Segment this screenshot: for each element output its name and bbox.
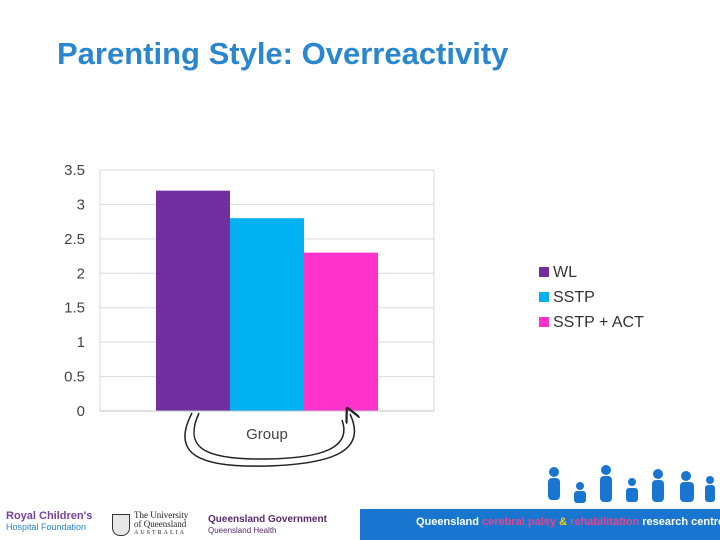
- centre-name-queensland: Queensland: [416, 516, 483, 528]
- legend-label: SSTP + ACT: [553, 314, 644, 331]
- x-axis-label: Group: [246, 426, 288, 443]
- uq-logo-line3: AUSTRALIA: [134, 530, 186, 536]
- legend-swatch: [539, 267, 549, 277]
- uq-logo-line2: of Queensland: [134, 519, 187, 529]
- qg-logo-sub: Queensland Health: [208, 525, 277, 535]
- legend-label: SSTP: [553, 289, 595, 306]
- y-tick-label: 1: [77, 334, 85, 351]
- qg-logo-name: Queensland Government: [208, 513, 327, 525]
- rch-foundation-logo: Royal Children's Hospital Foundation: [6, 511, 96, 538]
- queensland-government-logo: Queensland Government Queensland Health: [204, 511, 327, 538]
- rch-logo-name: Royal Children's: [6, 510, 93, 522]
- y-tick-label: 2: [77, 265, 85, 282]
- slide-title: Parenting Style: Overreactivity: [57, 36, 509, 71]
- legend-swatch: [539, 292, 549, 302]
- research-centre-name: Queensland cerebral palsy & rehabilitati…: [416, 516, 720, 528]
- y-tick-label: 1.5: [64, 300, 85, 317]
- sponsor-logos: Royal Children's Hospital Foundation The…: [0, 509, 360, 540]
- centre-name-rehabilitation: rehabilitation: [570, 516, 643, 528]
- legend-label: WL: [553, 264, 577, 281]
- centre-name-research-centre: research centre: [642, 516, 720, 528]
- uq-crest-icon: [112, 513, 130, 536]
- y-tick-label: 0: [77, 403, 85, 420]
- rch-logo-sub: Hospital Foundation: [6, 522, 87, 532]
- y-tick-label: 3: [77, 196, 85, 213]
- bar-wl: [156, 190, 230, 411]
- y-tick-label: 3.5: [64, 162, 85, 179]
- bar-sstp: [230, 218, 304, 411]
- y-tick-label: 0.5: [64, 369, 85, 386]
- y-tick-label: 2.5: [64, 231, 85, 248]
- legend-swatch: [539, 317, 549, 327]
- comparison-arrow: [184, 413, 355, 467]
- centre-name-ampersand: &: [559, 516, 571, 528]
- centre-name-cerebral-palsy: cerebral palsy: [482, 516, 560, 528]
- children-silhouettes-image: [548, 465, 715, 503]
- bar-sstp-act: [304, 252, 378, 411]
- uq-logo: The University of Queensland AUSTRALIA: [112, 511, 202, 538]
- uq-logo-line1: The University: [134, 510, 189, 520]
- bar-chart: 0 0.5 1 1.5 2 2.5 3 3.5 Group WL SSTP SSTP + ACT: [64, 162, 644, 467]
